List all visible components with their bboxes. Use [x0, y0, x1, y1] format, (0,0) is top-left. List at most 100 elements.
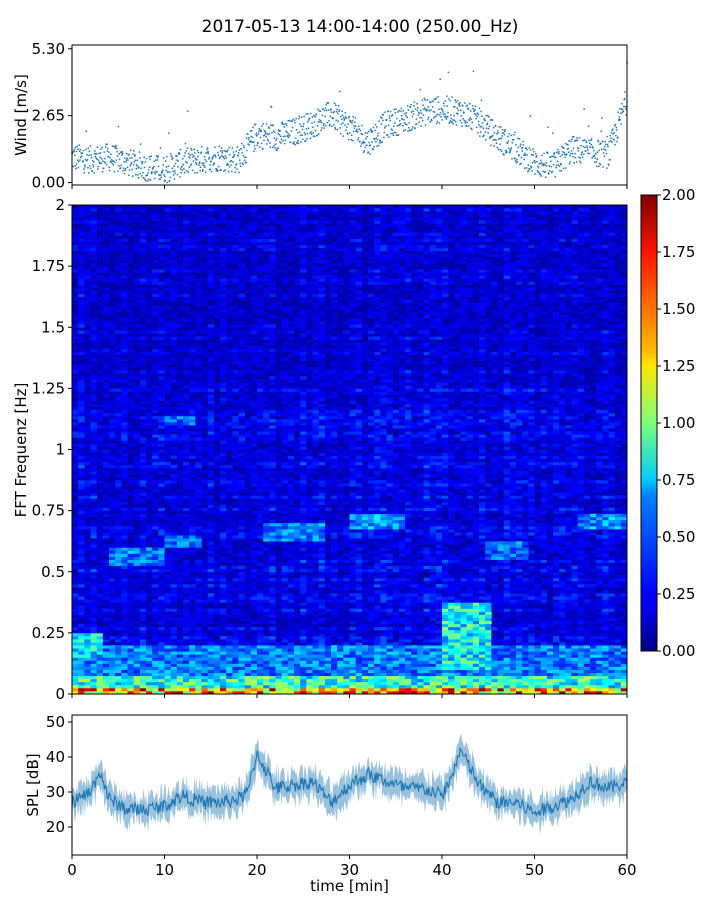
- spectrogram-cell: [127, 602, 135, 606]
- spectrogram-cell: [139, 632, 147, 637]
- spectrogram-cell: [250, 605, 258, 609]
- wind-point: [223, 157, 226, 160]
- spectrogram-cell: [509, 568, 517, 573]
- spectrogram-cell: [158, 617, 165, 622]
- spectrogram-cell: [466, 657, 474, 661]
- spectrogram-cell: [571, 681, 579, 686]
- wind-point: [202, 168, 204, 171]
- spectrogram-cell: [287, 669, 295, 674]
- wind-point: [548, 170, 551, 172]
- wind-point: [487, 114, 489, 117]
- spectrogram-cell: [553, 669, 560, 674]
- spectrogram-cell: [207, 663, 215, 667]
- spectrogram-cell: [133, 626, 141, 631]
- spectrogram-cell: [306, 684, 313, 689]
- spectrogram-cell: [220, 577, 227, 582]
- spectrogram-cell: [398, 687, 406, 692]
- wind-point: [533, 150, 535, 153]
- spectrogram-cell: [109, 580, 116, 585]
- spectrogram-cell: [534, 599, 542, 603]
- spectrogram-cell: [312, 580, 320, 585]
- wind-point: [352, 130, 355, 133]
- spectrogram-cell: [442, 562, 449, 567]
- spectrogram-cell: [269, 690, 276, 695]
- wind-point: [302, 138, 304, 141]
- spectrogram-cells: [72, 205, 628, 695]
- spectrogram-cell: [72, 690, 79, 695]
- spectrogram-cell: [596, 675, 603, 680]
- spectrogram-cell: [602, 672, 609, 677]
- spectrogram-cell: [220, 669, 227, 674]
- spectrogram-cell: [121, 614, 128, 618]
- wind-point: [487, 131, 489, 134]
- spectrogram-cell: [361, 651, 369, 655]
- spectrogram-cell: [170, 574, 178, 579]
- wind-point: [138, 166, 140, 168]
- spectrogram-cell: [109, 645, 116, 649]
- spectrogram-cell: [220, 678, 227, 683]
- wind-point: [144, 178, 146, 181]
- spectrogram-cell: [565, 687, 572, 692]
- spectrogram-cell: [466, 663, 474, 667]
- spectrogram-cell: [164, 681, 172, 686]
- spectrogram-cell: [152, 583, 159, 588]
- spectrogram-cell: [195, 596, 202, 600]
- wind-point: [87, 147, 90, 149]
- wind-point: [531, 162, 534, 164]
- spectrogram-cell: [442, 638, 449, 643]
- spectrogram-cell: [368, 645, 375, 649]
- spectrogram-cell: [565, 623, 572, 628]
- spectrogram-cell: [244, 669, 252, 674]
- wind-point: [561, 145, 563, 148]
- spectrogram-cell: [164, 648, 172, 652]
- spectrogram-cell: [133, 648, 141, 652]
- spectrogram-cell: [553, 675, 560, 680]
- spectrogram-cell: [287, 580, 295, 585]
- spectrogram-cell: [553, 623, 560, 628]
- spectrogram-cell: [96, 626, 104, 631]
- spectrogram-cell: [232, 645, 239, 649]
- spectrogram-cell: [442, 568, 449, 573]
- wind-point: [610, 137, 612, 139]
- wind-point: [429, 101, 432, 104]
- spectrogram-cell: [423, 651, 431, 655]
- spectrogram-cell: [343, 669, 350, 674]
- spectrogram-cell: [620, 678, 628, 683]
- spectrogram-cell: [429, 587, 437, 591]
- spectrogram-cell: [275, 614, 283, 618]
- wind-point: [398, 120, 401, 122]
- wind-point: [510, 134, 512, 137]
- wind-point: [214, 146, 216, 149]
- spectrogram-cell: [232, 587, 239, 591]
- spectrogram-cell: [528, 620, 535, 625]
- spectrogram-cell: [90, 635, 98, 640]
- spectrogram-cell: [201, 593, 209, 597]
- spectrogram-cell: [189, 614, 196, 618]
- spectrogram-cell: [78, 654, 85, 658]
- spectrogram-cell: [72, 602, 79, 606]
- spectrogram-cell: [164, 608, 172, 612]
- wind-point: [443, 116, 446, 118]
- spectrogram-cell: [435, 669, 443, 674]
- spectrogram-cell: [491, 623, 498, 628]
- wind-point: [284, 139, 287, 141]
- wind-point: [574, 156, 577, 159]
- wind-point: [486, 123, 488, 126]
- wind-point: [504, 129, 506, 131]
- wind-point: [439, 112, 442, 114]
- spectrogram-cell: [602, 602, 609, 606]
- wind-point: [181, 169, 184, 171]
- spectrogram-cell: [133, 672, 141, 677]
- spectrogram-cell: [127, 605, 135, 609]
- spectrogram-cell: [78, 638, 85, 643]
- spectrogram-cell: [435, 690, 443, 695]
- spectrogram-cell: [257, 577, 264, 582]
- spectrogram-cell: [497, 678, 505, 683]
- wind-point: [397, 134, 400, 136]
- spectrogram-cell: [620, 651, 628, 655]
- spectrogram-cell: [596, 583, 603, 588]
- wind-point: [346, 132, 349, 135]
- wind-point: [412, 113, 415, 115]
- spectrogram-cell: [213, 638, 221, 643]
- spectrogram-cell: [577, 608, 585, 612]
